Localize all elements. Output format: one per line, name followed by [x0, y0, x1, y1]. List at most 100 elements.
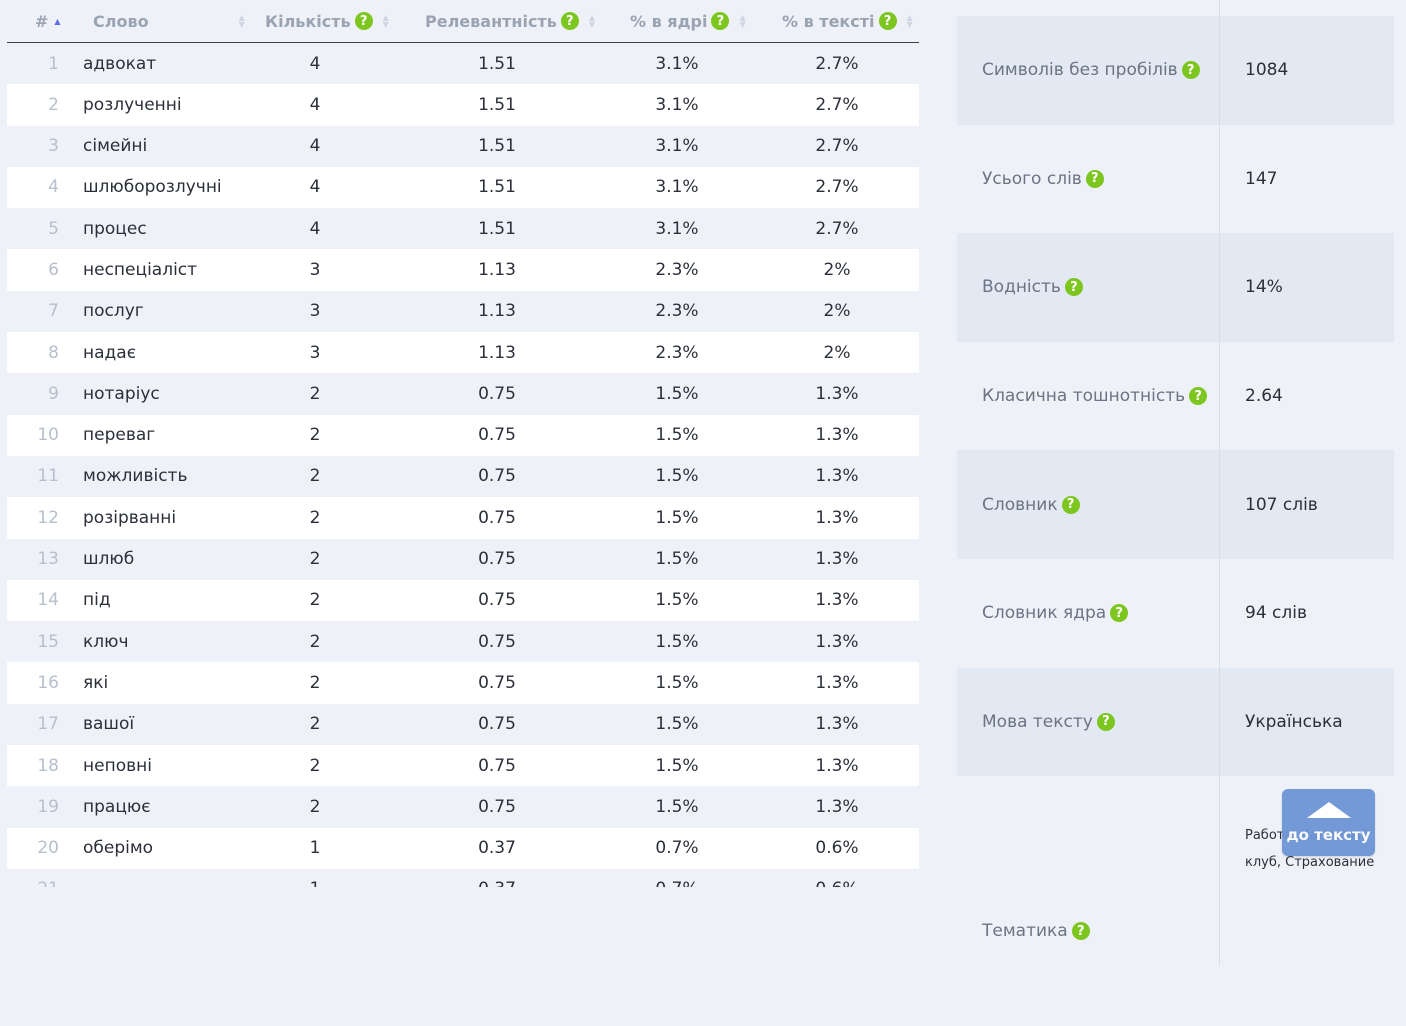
row-relevance: 0.75 [478, 425, 516, 446]
row-number: 19 [37, 796, 59, 817]
help-icon[interactable]: ? [1071, 922, 1090, 941]
row-number: 16 [37, 672, 59, 693]
row-core-pct: 1.5% [655, 755, 699, 776]
arrow-up-icon [1306, 801, 1351, 818]
row-number: 1 [48, 53, 59, 74]
row-text-pct: 1.3% [815, 755, 859, 776]
row-text-pct: 2% [823, 342, 851, 363]
help-icon[interactable]: ? [711, 12, 730, 30]
stat-value: 147 [1245, 168, 1278, 189]
row-text-pct: 1.3% [815, 796, 859, 817]
row-text-pct: 1.3% [815, 466, 859, 487]
help-icon[interactable]: ? [1181, 61, 1200, 80]
col-header-text-pct[interactable]: % в тексті ? ▲ ▼ [782, 11, 913, 31]
back-to-text-button[interactable]: до тексту [1282, 789, 1375, 856]
row-word: шлюборозлучні [83, 177, 222, 198]
table-row: 10 переваг 2 0.75 1.5% 1.3% [7, 414, 919, 456]
table-row: 11 можливість 2 0.75 1.5% 1.3% [7, 455, 919, 498]
help-icon[interactable]: ? [1061, 495, 1080, 514]
row-count: 2 [309, 466, 321, 487]
row-count: 2 [309, 796, 321, 817]
stat-label: Символів без пробілів ? [982, 16, 1200, 125]
col-header-num[interactable]: # ▲ [35, 11, 61, 31]
row-word: неповні [83, 755, 152, 776]
row-text-pct: 2% [823, 301, 851, 322]
table-body: 1 адвокат 4 1.51 3.1% 2.7% 2 розлученні 4 1.51 3.1… [7, 43, 919, 887]
sort-icon: ▲ ▼ [906, 13, 913, 29]
help-icon[interactable]: ? [1064, 278, 1083, 297]
row-word: під [83, 590, 111, 611]
stat-label: Водність ? [982, 233, 1083, 342]
row-core-pct: 2.3% [655, 259, 699, 280]
row-count: 1 [265, 869, 365, 887]
row-count: 4 [309, 177, 321, 198]
row-text-pct: 1.3% [815, 507, 859, 528]
row-core-pct: 1.5% [655, 507, 699, 528]
row-text-pct: 2.7% [815, 177, 859, 198]
table-row: 9 нотаріус 2 0.75 1.5% 1.3% [7, 373, 919, 415]
row-core-pct: 1.5% [655, 631, 699, 652]
col-header-relevance[interactable]: Релевантність ? ▲ ▼ [425, 11, 595, 31]
col-header-count[interactable]: Кількість ? ▲ ▼ [265, 11, 389, 31]
row-count: 2 [309, 507, 321, 528]
help-icon[interactable]: ? [878, 12, 897, 30]
row-relevance: 1.13 [478, 342, 516, 363]
stat-row: Символів без пробілів ? 1084 [957, 16, 1394, 125]
row-number: 21 [7, 869, 59, 887]
table-row: 15 ключ 2 0.75 1.5% 1.3% [7, 621, 919, 663]
row-core-pct: 3.1% [655, 53, 699, 74]
divider [1219, 124, 1220, 234]
help-icon[interactable]: ? [1085, 169, 1104, 188]
divider [1219, 667, 1220, 777]
row-text-pct: 1.3% [815, 672, 859, 693]
word-frequency-table: # ▲ Слово ▲ ▼ Кількість ? ▲ ▼ Релевантніст… [7, 0, 919, 887]
row-count: 1 [309, 838, 321, 859]
sort-icon: ▲ ▼ [382, 13, 389, 29]
row-number: 9 [48, 383, 59, 404]
row-count: 2 [309, 672, 321, 693]
row-word: процес [83, 218, 147, 239]
row-word: надає [83, 342, 137, 363]
row-relevance: 1.51 [478, 53, 516, 74]
row-count: 2 [309, 425, 321, 446]
table-row: 19 працює 2 0.75 1.5% 1.3% [7, 786, 919, 828]
row-core-pct: 2.3% [655, 342, 699, 363]
row-number: 20 [37, 838, 59, 859]
help-icon[interactable]: ? [1189, 387, 1208, 406]
help-icon[interactable]: ? [1110, 604, 1129, 623]
col-header-core-pct[interactable]: % в ядрі ? ▲ ▼ [630, 11, 746, 31]
row-count: 4 [309, 94, 321, 115]
row-number: 12 [37, 507, 59, 528]
row-core-pct: 1.5% [655, 672, 699, 693]
row-core-pct: 3.1% [655, 218, 699, 239]
help-icon[interactable]: ? [560, 12, 579, 30]
row-text-pct: 1.3% [815, 631, 859, 652]
row-word: вашої [83, 714, 135, 735]
stat-value: 1084 [1245, 60, 1289, 81]
row-relevance: 0.75 [478, 383, 516, 404]
table-row: 2 розлученні 4 1.51 3.1% 2.7% [7, 84, 919, 126]
table-row: 5 процес 4 1.51 3.1% 2.7% [7, 208, 919, 250]
stat-value: 107 слів [1245, 494, 1318, 515]
row-relevance: 1.51 [478, 94, 516, 115]
row-number: 2 [48, 94, 59, 115]
row-text-pct: 1.3% [815, 549, 859, 570]
stat-value: Українська [1245, 711, 1343, 732]
row-core-pct: 1.5% [655, 714, 699, 735]
divider [1219, 341, 1220, 451]
row-word: розлученні [83, 94, 182, 115]
row-relevance: 1.51 [478, 218, 516, 239]
row-relevance: 0.37 [427, 869, 567, 887]
table-row: 18 неповні 2 0.75 1.5% 1.3% [7, 745, 919, 787]
table-row: 14 під 2 0.75 1.5% 1.3% [7, 579, 919, 622]
row-word: неспеціаліст [83, 259, 198, 280]
help-icon[interactable]: ? [354, 12, 373, 30]
help-icon[interactable]: ? [1096, 712, 1115, 731]
row-count: 2 [309, 383, 321, 404]
row-text-pct: 2.7% [815, 218, 859, 239]
col-header-word[interactable]: Слово ▲ ▼ [93, 11, 245, 31]
stat-value: 14% [1245, 277, 1283, 298]
row-text-pct: 1.3% [815, 590, 859, 611]
row-text-pct: 0.6% [815, 838, 859, 859]
row-count: 2 [309, 549, 321, 570]
